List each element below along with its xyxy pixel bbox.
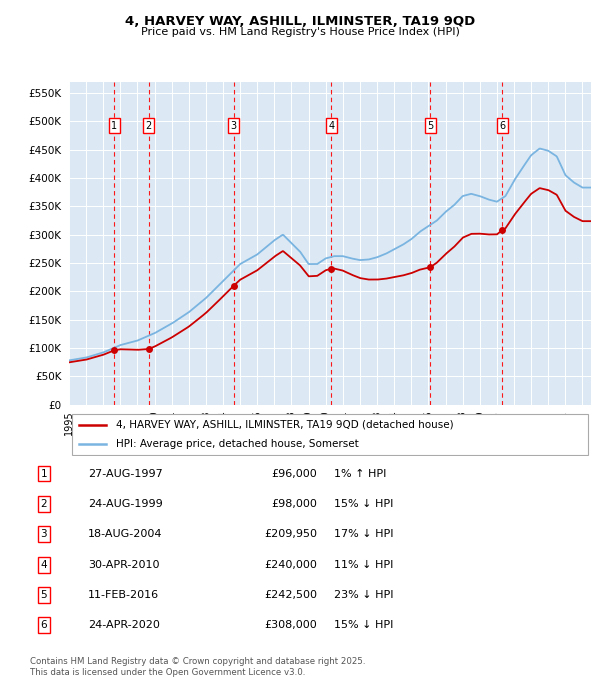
Point [144, 343, 154, 354]
Text: 5: 5 [40, 590, 47, 600]
Text: £209,950: £209,950 [264, 529, 317, 539]
Text: 2: 2 [40, 499, 47, 509]
Text: 4, HARVEY WAY, ASHILL, ILMINSTER, TA19 9QD: 4, HARVEY WAY, ASHILL, ILMINSTER, TA19 9… [125, 15, 475, 28]
Text: 6: 6 [499, 121, 505, 131]
Text: £96,000: £96,000 [271, 469, 317, 479]
Text: 4: 4 [328, 121, 334, 131]
Text: 15% ↓ HPI: 15% ↓ HPI [334, 499, 393, 509]
Text: £308,000: £308,000 [264, 620, 317, 630]
Text: 11% ↓ HPI: 11% ↓ HPI [334, 560, 393, 570]
Text: 15% ↓ HPI: 15% ↓ HPI [334, 620, 393, 630]
Text: 30-APR-2010: 30-APR-2010 [88, 560, 160, 570]
Point [497, 224, 507, 235]
Point [326, 263, 336, 274]
Point [229, 280, 239, 291]
Text: 27-AUG-1997: 27-AUG-1997 [88, 469, 163, 479]
Text: 1% ↑ HPI: 1% ↑ HPI [334, 469, 386, 479]
Text: Price paid vs. HM Land Registry's House Price Index (HPI): Price paid vs. HM Land Registry's House … [140, 27, 460, 37]
Text: 1: 1 [111, 121, 118, 131]
Text: 2: 2 [145, 121, 152, 131]
Text: HPI: Average price, detached house, Somerset: HPI: Average price, detached house, Some… [116, 439, 359, 449]
Text: 5: 5 [427, 121, 434, 131]
Text: 1: 1 [40, 469, 47, 479]
Text: 24-AUG-1999: 24-AUG-1999 [88, 499, 163, 509]
Text: 23% ↓ HPI: 23% ↓ HPI [334, 590, 393, 600]
Point [110, 345, 119, 356]
Text: 18-AUG-2004: 18-AUG-2004 [88, 529, 163, 539]
Text: 4: 4 [40, 560, 47, 570]
Text: 4, HARVEY WAY, ASHILL, ILMINSTER, TA19 9QD (detached house): 4, HARVEY WAY, ASHILL, ILMINSTER, TA19 9… [116, 420, 454, 430]
Text: 17% ↓ HPI: 17% ↓ HPI [334, 529, 393, 539]
Text: 6: 6 [40, 620, 47, 630]
Text: 3: 3 [40, 529, 47, 539]
Text: 24-APR-2020: 24-APR-2020 [88, 620, 160, 630]
Point [425, 262, 435, 273]
Text: £240,000: £240,000 [264, 560, 317, 570]
Text: Contains HM Land Registry data © Crown copyright and database right 2025.
This d: Contains HM Land Registry data © Crown c… [30, 657, 365, 677]
Text: 3: 3 [231, 121, 237, 131]
Text: £242,500: £242,500 [264, 590, 317, 600]
Text: 11-FEB-2016: 11-FEB-2016 [88, 590, 159, 600]
Text: £98,000: £98,000 [271, 499, 317, 509]
